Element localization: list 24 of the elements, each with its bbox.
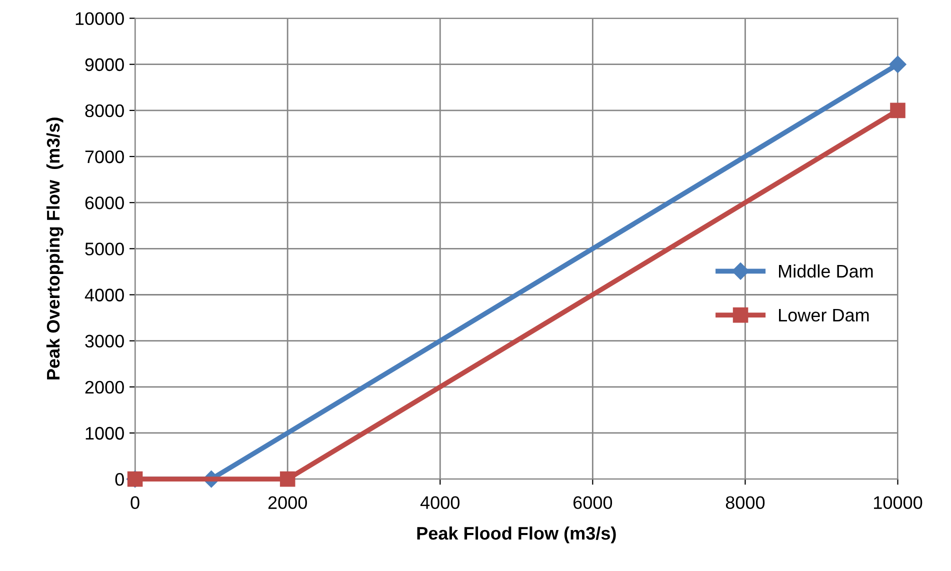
y-tick-label: 2000 xyxy=(85,380,124,394)
y-tick-label: 8000 xyxy=(85,104,124,118)
x-tick-label: 4000 xyxy=(420,496,460,509)
x-tick-label: 8000 xyxy=(726,496,765,509)
x-axis-title: Peak Flood Flow (m3/s) xyxy=(417,526,616,544)
x-tick-label: 2000 xyxy=(268,496,307,509)
point xyxy=(280,471,296,487)
x-tick-label: 6000 xyxy=(574,496,612,509)
y-tick-label: 0 xyxy=(115,473,124,486)
point xyxy=(889,56,906,73)
y-tick-label: 10000 xyxy=(76,12,124,25)
x-tick-label: 10000 xyxy=(874,496,922,509)
y-tick-label: 6000 xyxy=(85,196,124,210)
y-tick-label: 9000 xyxy=(85,58,124,72)
y-tick-label: 3000 xyxy=(85,334,124,348)
y-tick-label: 1000 xyxy=(86,426,124,440)
y-axis-title: Peak Overtopping Flow (m3/s) xyxy=(46,118,64,380)
legend-label: Middle Dam xyxy=(779,264,873,278)
point xyxy=(890,102,906,118)
legend-label: Lower Dam xyxy=(779,308,869,322)
y-tick-label: 5000 xyxy=(85,242,124,256)
y-tick-label: 4000 xyxy=(84,288,124,302)
y-tick-label: 7000 xyxy=(85,150,124,164)
x-tick-label: 0 xyxy=(130,496,140,509)
